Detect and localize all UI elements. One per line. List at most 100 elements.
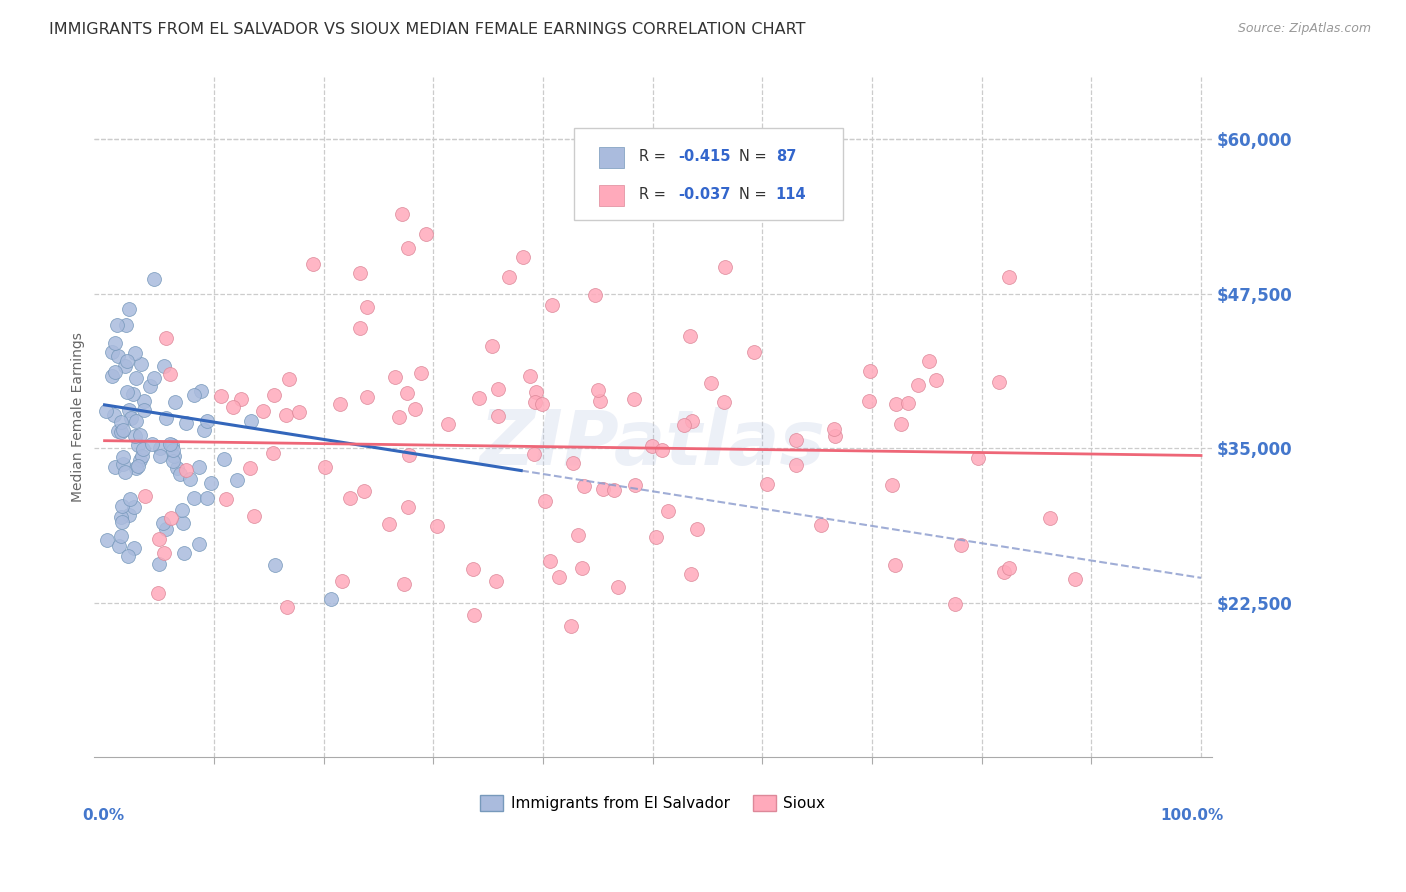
Point: [149, 449, 172, 463]
Point: [169, 467, 191, 481]
Point: [498, 270, 520, 285]
Point: [128, 428, 150, 442]
Point: [148, 557, 170, 571]
Point: [131, 450, 153, 464]
Point: [122, 500, 145, 515]
Point: [110, 509, 132, 524]
FancyBboxPatch shape: [575, 128, 844, 220]
Point: [117, 354, 139, 368]
Point: [103, 409, 125, 423]
Point: [129, 453, 152, 467]
Point: [1064, 573, 1087, 587]
Point: [588, 394, 610, 409]
Point: [163, 395, 186, 409]
Point: [301, 257, 323, 271]
Point: [262, 446, 284, 460]
Point: [110, 529, 132, 543]
Point: [356, 390, 378, 404]
Point: [1039, 510, 1062, 524]
Point: [755, 476, 778, 491]
Point: [278, 372, 301, 386]
Point: [485, 574, 508, 588]
Point: [239, 414, 262, 428]
Point: [159, 511, 181, 525]
Point: [583, 288, 606, 302]
Point: [624, 478, 647, 492]
Point: [104, 365, 127, 379]
Point: [426, 519, 449, 533]
Point: [384, 369, 406, 384]
Point: [993, 565, 1015, 579]
Point: [159, 436, 181, 450]
Point: [127, 438, 149, 452]
Point: [108, 540, 131, 554]
Point: [858, 393, 880, 408]
Point: [918, 354, 941, 368]
Point: [122, 387, 145, 401]
Point: [188, 459, 211, 474]
Point: [461, 562, 484, 576]
Point: [125, 371, 148, 385]
Point: [339, 491, 361, 505]
Point: [388, 410, 411, 425]
FancyBboxPatch shape: [599, 147, 624, 169]
Text: 0.0%: 0.0%: [83, 808, 125, 823]
Point: [187, 537, 209, 551]
Point: [883, 558, 905, 572]
Point: [897, 395, 920, 409]
Point: [314, 460, 336, 475]
Point: [100, 368, 122, 383]
Point: [118, 402, 141, 417]
Point: [134, 403, 156, 417]
Point: [641, 439, 664, 453]
Point: [263, 558, 285, 572]
Point: [215, 491, 238, 506]
Point: [124, 346, 146, 360]
Point: [395, 386, 418, 401]
Point: [105, 318, 128, 332]
Point: [242, 509, 264, 524]
Point: [104, 336, 127, 351]
Point: [481, 339, 503, 353]
Text: 100.0%: 100.0%: [1160, 808, 1223, 823]
FancyBboxPatch shape: [599, 185, 624, 206]
Point: [468, 391, 491, 405]
Point: [945, 598, 967, 612]
Text: -0.415: -0.415: [679, 149, 731, 164]
Point: [115, 384, 138, 399]
Point: [139, 379, 162, 393]
Point: [332, 574, 354, 588]
Point: [523, 395, 546, 409]
Point: [120, 411, 142, 425]
Point: [172, 516, 194, 531]
Point: [356, 300, 378, 314]
Point: [404, 402, 426, 417]
Point: [148, 533, 170, 547]
Point: [396, 500, 419, 515]
Point: [179, 471, 201, 485]
Point: [163, 450, 186, 464]
Point: [567, 528, 589, 542]
Point: [200, 476, 222, 491]
Point: [394, 577, 416, 591]
Point: [541, 298, 564, 312]
Point: [603, 483, 626, 497]
Point: [143, 271, 166, 285]
Point: [174, 417, 197, 431]
Point: [124, 541, 146, 556]
Point: [114, 465, 136, 479]
Text: -0.037: -0.037: [679, 186, 731, 202]
Point: [252, 403, 274, 417]
Point: [714, 260, 737, 274]
Point: [152, 516, 174, 531]
Point: [396, 241, 419, 255]
Point: [153, 546, 176, 560]
Point: [623, 392, 645, 406]
Point: [524, 385, 547, 400]
Point: [190, 384, 212, 398]
Point: [486, 382, 509, 396]
Point: [288, 405, 311, 419]
Point: [111, 515, 134, 529]
Point: [824, 429, 846, 443]
Text: N =: N =: [740, 186, 770, 202]
